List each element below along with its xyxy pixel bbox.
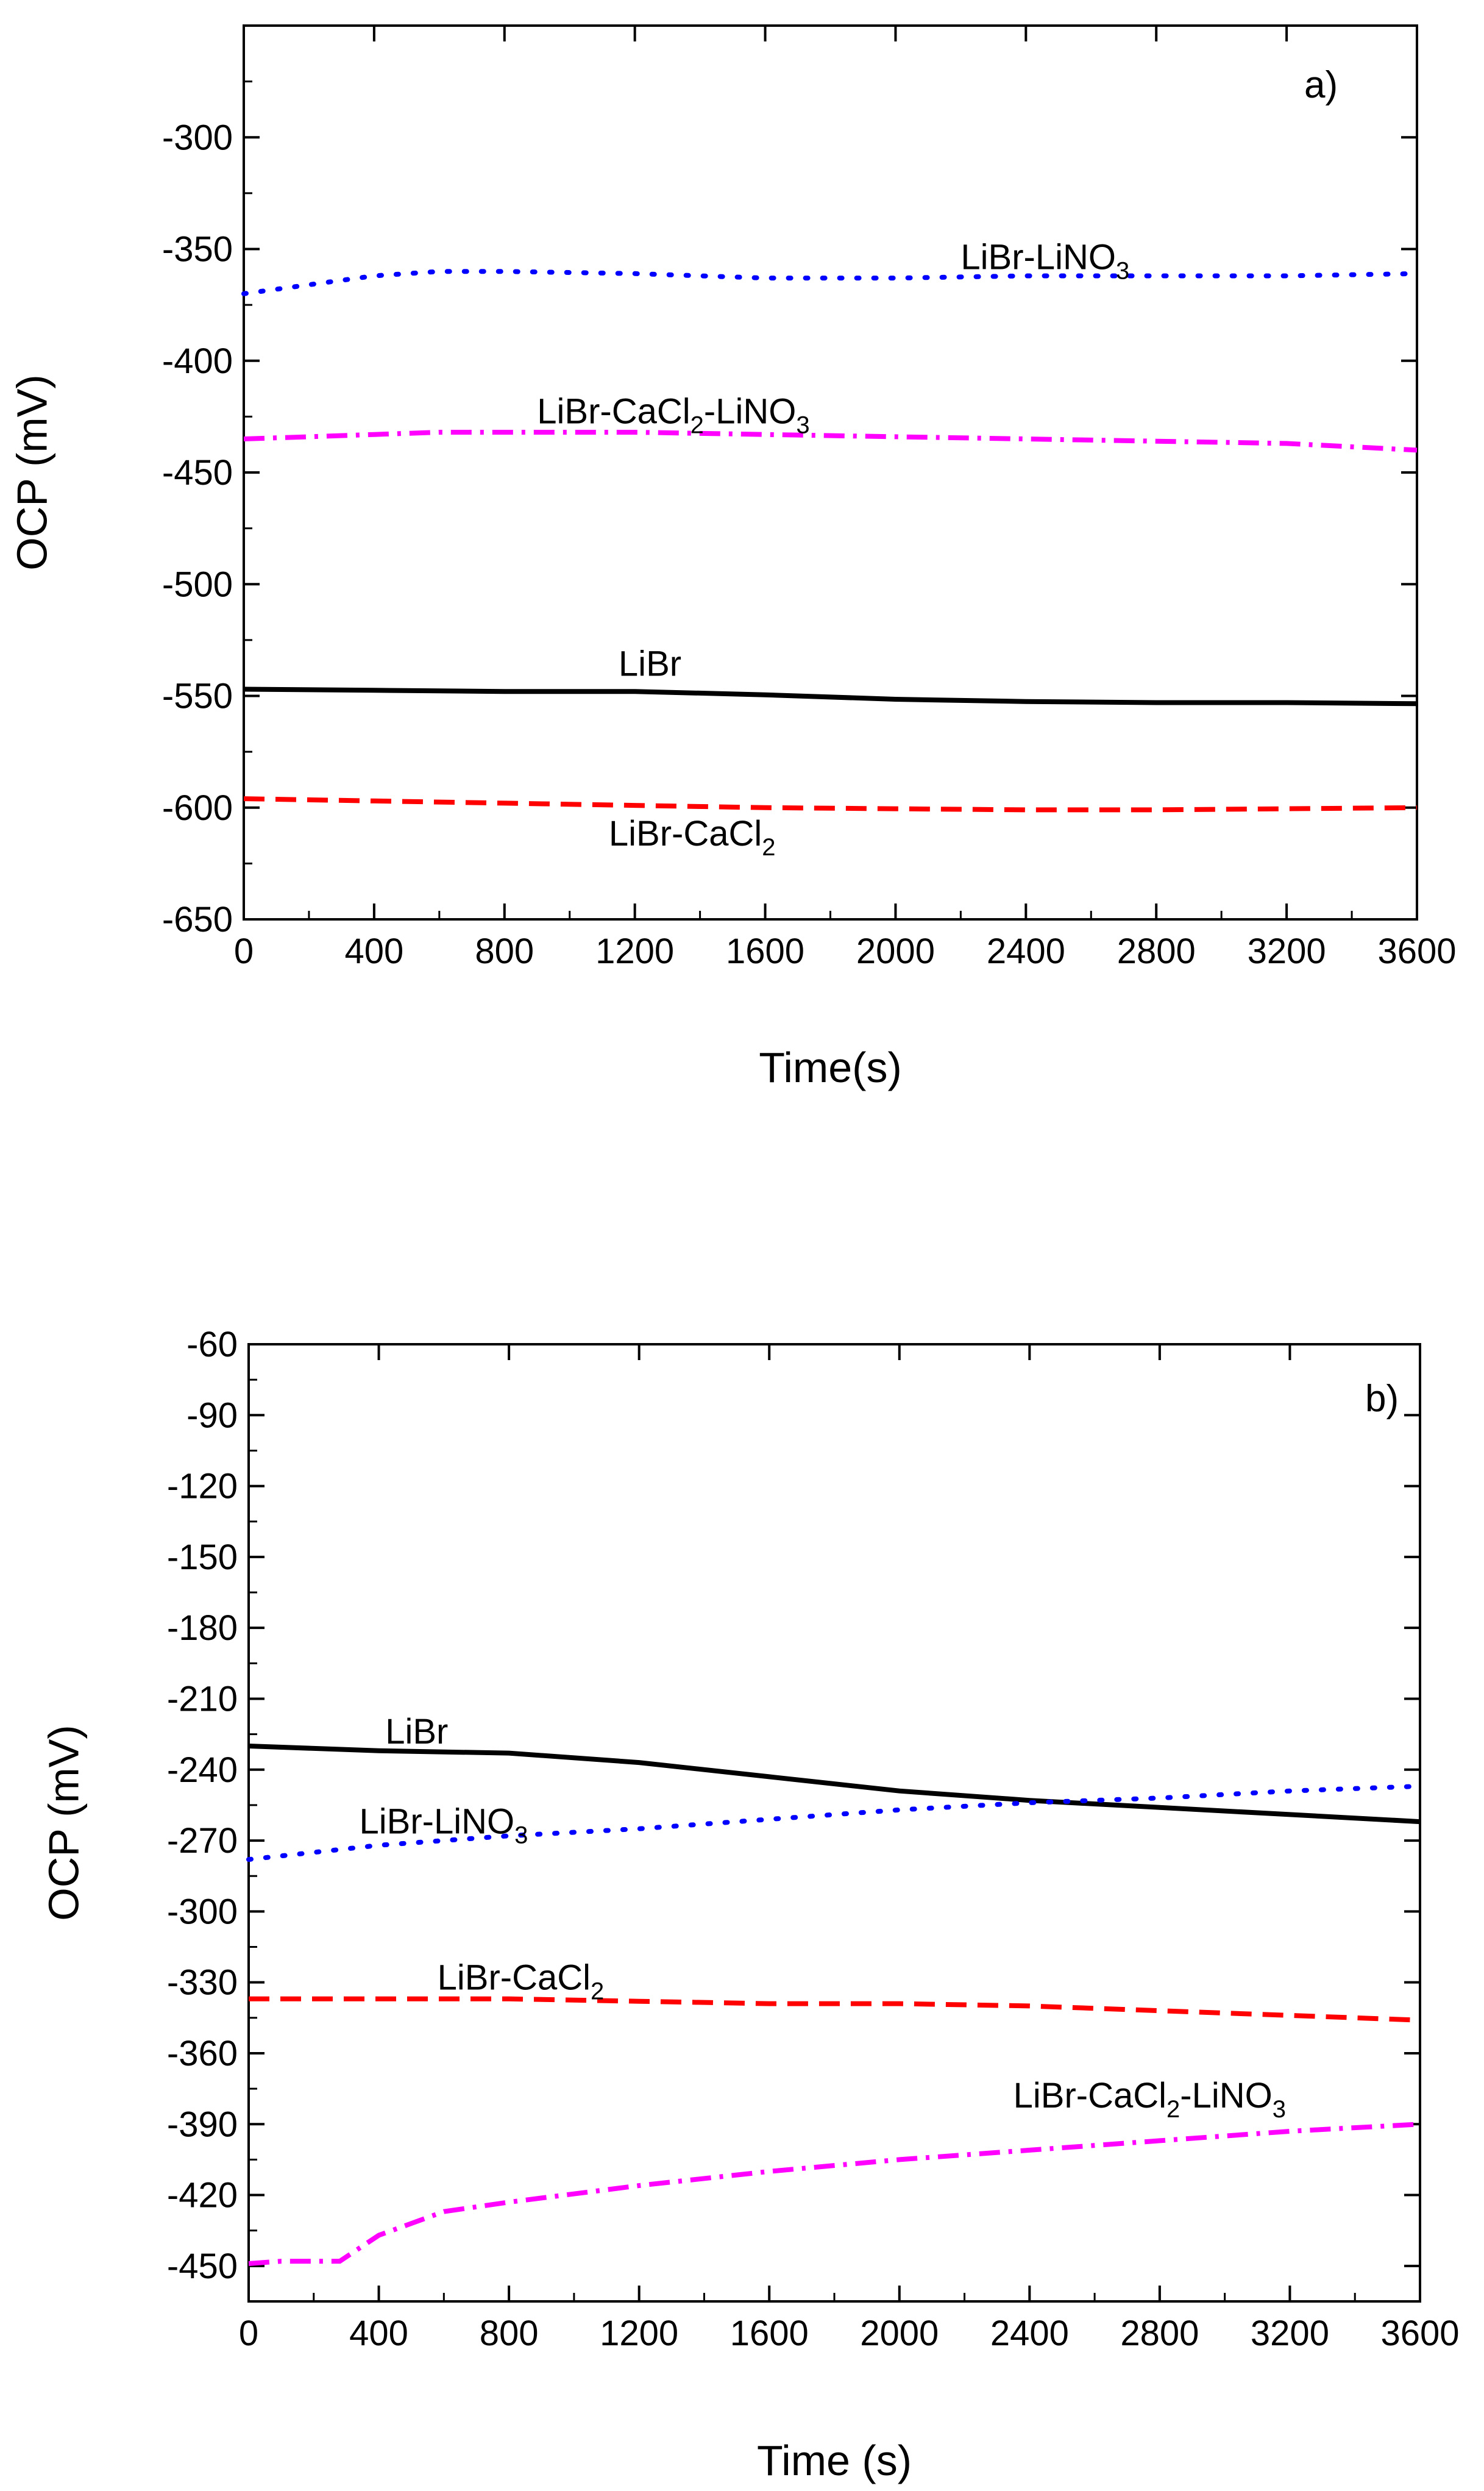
y-tick-label: -120 xyxy=(167,1467,238,1506)
y-tick-label: -300 xyxy=(162,118,233,157)
series-line-libr xyxy=(243,686,1418,707)
series-label: LiBr-CaCl2 xyxy=(609,814,776,861)
x-tick-label: 800 xyxy=(480,2314,539,2353)
series-label: LiBr-LiNO3 xyxy=(960,237,1129,284)
series-label: LiBr-CaCl2-LiNO3 xyxy=(1014,2076,1286,2123)
series-label: LiBr-CaCl2-LiNO3 xyxy=(537,391,809,438)
series-line-libr xyxy=(248,1744,1421,1825)
y-tick-label: -650 xyxy=(162,900,233,939)
series-line-libr-cacl2-lino3 xyxy=(248,2122,1421,2266)
y-tick-label: -400 xyxy=(162,341,233,381)
series-label: LiBr-LiNO3 xyxy=(360,1801,528,1848)
panel-a: 0 400 800 1200 1600 2000 2400 2800 3200 3600 -650 -… xyxy=(8,24,1457,1091)
y-axis-label: OCP (mV) xyxy=(8,374,55,571)
y-tick-label: -90 xyxy=(186,1395,238,1435)
y-tick-label: -240 xyxy=(167,1750,238,1790)
x-tick-label: 2800 xyxy=(1120,2314,1199,2353)
y-tick-label: -330 xyxy=(167,1963,238,2003)
series-line-libr-cacl2-lino3 xyxy=(243,430,1418,453)
panel-label: b) xyxy=(1365,1378,1399,1420)
x-tick-label: 2000 xyxy=(860,2314,939,2353)
x-tick-label: 400 xyxy=(349,2314,408,2353)
y-tick-label: -150 xyxy=(167,1538,238,1577)
series-line-libr-cacl2 xyxy=(243,796,1418,813)
x-tick-label: 1200 xyxy=(595,932,674,971)
x-tick-label: 3600 xyxy=(1377,932,1456,971)
x-tick-label: 2800 xyxy=(1117,932,1196,971)
series-label: LiBr xyxy=(385,1712,448,1752)
panel-label: a) xyxy=(1304,64,1338,106)
y-tick-label: -550 xyxy=(162,677,233,716)
y-tick-label: -450 xyxy=(162,453,233,493)
x-tick-label: 1200 xyxy=(600,2314,678,2353)
x-tick-label: 0 xyxy=(234,932,254,971)
y-tick-label: -180 xyxy=(167,1608,238,1648)
y-tick-label: -270 xyxy=(167,1821,238,1861)
y-tick-label: -450 xyxy=(167,2247,238,2286)
x-tick-label: 400 xyxy=(344,932,403,971)
x-tick-label: 3200 xyxy=(1251,2314,1329,2353)
series-line-libr-lino3 xyxy=(241,269,1419,296)
panel-b: 0 400 800 1200 1600 2000 2400 2800 3200 3600 -450 -… xyxy=(40,1325,1459,2484)
y-axis-label: OCP (mV) xyxy=(40,1725,87,1921)
series-label: LiBr xyxy=(619,644,681,684)
x-tick-label: 3600 xyxy=(1380,2314,1459,2353)
y-tick-label: -600 xyxy=(162,788,233,828)
x-tick-label: 800 xyxy=(475,932,534,971)
y-tick-label: -300 xyxy=(167,1892,238,1931)
x-axis-label: Time (s) xyxy=(757,2437,912,2484)
x-tick-label: 1600 xyxy=(730,2314,809,2353)
y-tick-label: -60 xyxy=(186,1325,238,1364)
x-tick-label: 1600 xyxy=(726,932,804,971)
y-tick-label: -390 xyxy=(167,2104,238,2144)
x-axis-label: Time(s) xyxy=(759,1044,902,1091)
series-line-libr-cacl2 xyxy=(249,1996,1421,2023)
x-tick-label: 2400 xyxy=(987,932,1065,971)
y-tick-label: -360 xyxy=(167,2034,238,2073)
y-tick-label: -420 xyxy=(167,2176,238,2215)
x-tick-label: 0 xyxy=(239,2314,258,2353)
x-tick-label: 2000 xyxy=(856,932,935,971)
x-tick-label: 2400 xyxy=(990,2314,1069,2353)
y-tick-label: -350 xyxy=(162,230,233,269)
x-tick-label: 3200 xyxy=(1248,932,1326,971)
y-tick-label: -210 xyxy=(167,1679,238,1719)
series-label: LiBr-CaCl2 xyxy=(438,1958,605,2005)
y-tick-label: -500 xyxy=(162,565,233,604)
